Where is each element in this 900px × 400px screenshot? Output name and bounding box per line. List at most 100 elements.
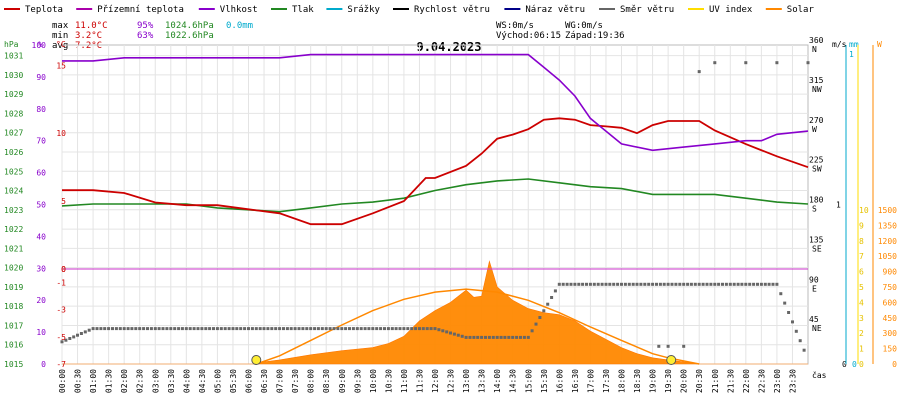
wind-direction-point <box>79 332 83 335</box>
axis-uv-tick: 2 <box>859 329 864 338</box>
stat-max-label: max <box>52 21 69 31</box>
info-ws: WS:0m/s <box>496 21 534 31</box>
stat-max-temp: 11.0°C <box>75 21 108 31</box>
stat-max-press: 1024.6hPa <box>165 21 214 31</box>
wind-direction-point <box>351 327 355 331</box>
legend-label-press: Tlak <box>292 5 314 15</box>
wind-direction-point <box>324 327 328 331</box>
axis-hum-tick: 0 <box>41 360 46 369</box>
axis-time-tick: 10:30 <box>384 369 393 393</box>
axis-uv-tick: 3 <box>859 314 864 323</box>
legend-label-temp: Teplota <box>25 5 63 15</box>
stat-min-hum: 63% <box>137 31 154 41</box>
stat-min-temp: 3.2°C <box>75 31 102 41</box>
wind-direction-point <box>608 282 612 286</box>
wind-direction-point <box>142 327 146 331</box>
wind-direction-point <box>791 320 794 324</box>
wind-direction-point <box>647 282 651 286</box>
wind-direction-point <box>188 327 192 331</box>
wind-direction-point <box>398 327 402 331</box>
wind-direction-point <box>627 282 631 286</box>
wind-direction-point <box>480 335 484 339</box>
wind-direction-point <box>402 327 406 331</box>
wind-direction-point <box>247 327 250 331</box>
wind-direction-point <box>542 309 546 313</box>
wind-direction-point <box>464 335 468 339</box>
axis-dir-tick: 360 <box>809 36 824 45</box>
wind-direction-point <box>503 335 507 339</box>
wind-direction-point <box>530 329 534 333</box>
wind-direction-point <box>173 327 177 331</box>
axis-time-tick: 01:00 <box>89 369 98 393</box>
wind-direction-point <box>752 282 756 286</box>
wind-direction-point <box>717 282 721 286</box>
wind-direction-point <box>231 327 235 331</box>
wind-direction-point <box>686 282 690 286</box>
wind-direction-point <box>212 327 215 331</box>
axis-dir-tick: 90 <box>809 275 819 284</box>
wind-direction-point <box>460 334 464 338</box>
wind-direction-point <box>697 70 701 74</box>
wind-direction-point <box>243 327 247 331</box>
axis-time-tick: 14:30 <box>509 369 518 393</box>
axis-label-percent: % <box>38 40 43 49</box>
wind-direction-point <box>309 327 313 331</box>
axis-time-tick: 08:00 <box>307 369 316 393</box>
wind-direction-point <box>701 282 705 286</box>
wind-direction-point <box>635 282 639 286</box>
axis-time-tick: 01:30 <box>105 369 114 393</box>
wind-direction-point <box>200 327 204 331</box>
wind-direction-point <box>204 327 208 331</box>
wind-direction-point <box>239 327 243 331</box>
axis-hum-tick: 100 <box>32 41 47 50</box>
axis-w-tick: 900 <box>883 268 898 277</box>
axis-ms-tick: 0 <box>842 360 847 369</box>
wind-direction-point <box>666 282 670 286</box>
axis-time-tick: 02:30 <box>136 369 145 393</box>
axis-uv-tick: 7 <box>859 252 864 261</box>
axis-temp-tick: 15 <box>56 61 66 70</box>
wind-direction-point <box>262 327 266 331</box>
wind-direction-point <box>674 282 678 286</box>
wind-direction-point <box>367 327 371 331</box>
axis-mm-tick: 0 <box>852 360 857 369</box>
axis-w-tick: 1350 <box>878 221 897 230</box>
legend-label-ground: Přízemní teplota <box>97 5 184 15</box>
series-temperature-line <box>62 117 809 226</box>
wind-direction-point <box>515 335 519 339</box>
wind-direction-point <box>441 329 445 333</box>
wind-direction-point <box>456 333 460 337</box>
stat-min-press: 1022.6hPa <box>165 31 214 41</box>
wind-direction-point <box>484 335 487 339</box>
axis-time-tick: 00:00 <box>58 369 67 393</box>
wind-direction-point <box>355 327 359 331</box>
wind-direction-point <box>569 282 573 286</box>
axis-time-tick: 09:30 <box>353 369 362 393</box>
axis-uv-tick: 5 <box>859 283 864 292</box>
wind-direction-point <box>736 282 740 286</box>
axis-temp-tick: 10 <box>56 129 66 138</box>
wind-direction-point <box>340 327 344 331</box>
wind-direction-point <box>802 348 806 352</box>
wind-direction-point <box>250 327 254 331</box>
axis-hum-tick: 50 <box>36 201 46 210</box>
wind-direction-point <box>425 327 429 331</box>
axis-time-tick: 22:30 <box>757 369 766 393</box>
marker-sunset <box>666 355 677 365</box>
wind-direction-point <box>519 335 522 339</box>
wind-direction-point <box>336 327 340 331</box>
axis-uv-tick: 4 <box>859 298 864 307</box>
axis-uv-tick: 0 <box>859 360 864 369</box>
wind-direction-point <box>344 327 348 331</box>
wind-direction-point <box>561 282 565 286</box>
wind-direction-point <box>130 327 134 331</box>
stat-avg-label: avg <box>52 41 68 51</box>
wind-direction-point <box>759 282 763 286</box>
axis-time-tick: 16:30 <box>571 369 580 393</box>
wind-direction-point <box>658 282 662 286</box>
axis-label-mm: mm <box>849 40 859 49</box>
wind-direction-point <box>662 282 666 286</box>
axis-press-tick: 1024 <box>4 187 23 196</box>
wind-direction-point <box>254 327 258 331</box>
axis-w-tick: 600 <box>883 298 898 307</box>
